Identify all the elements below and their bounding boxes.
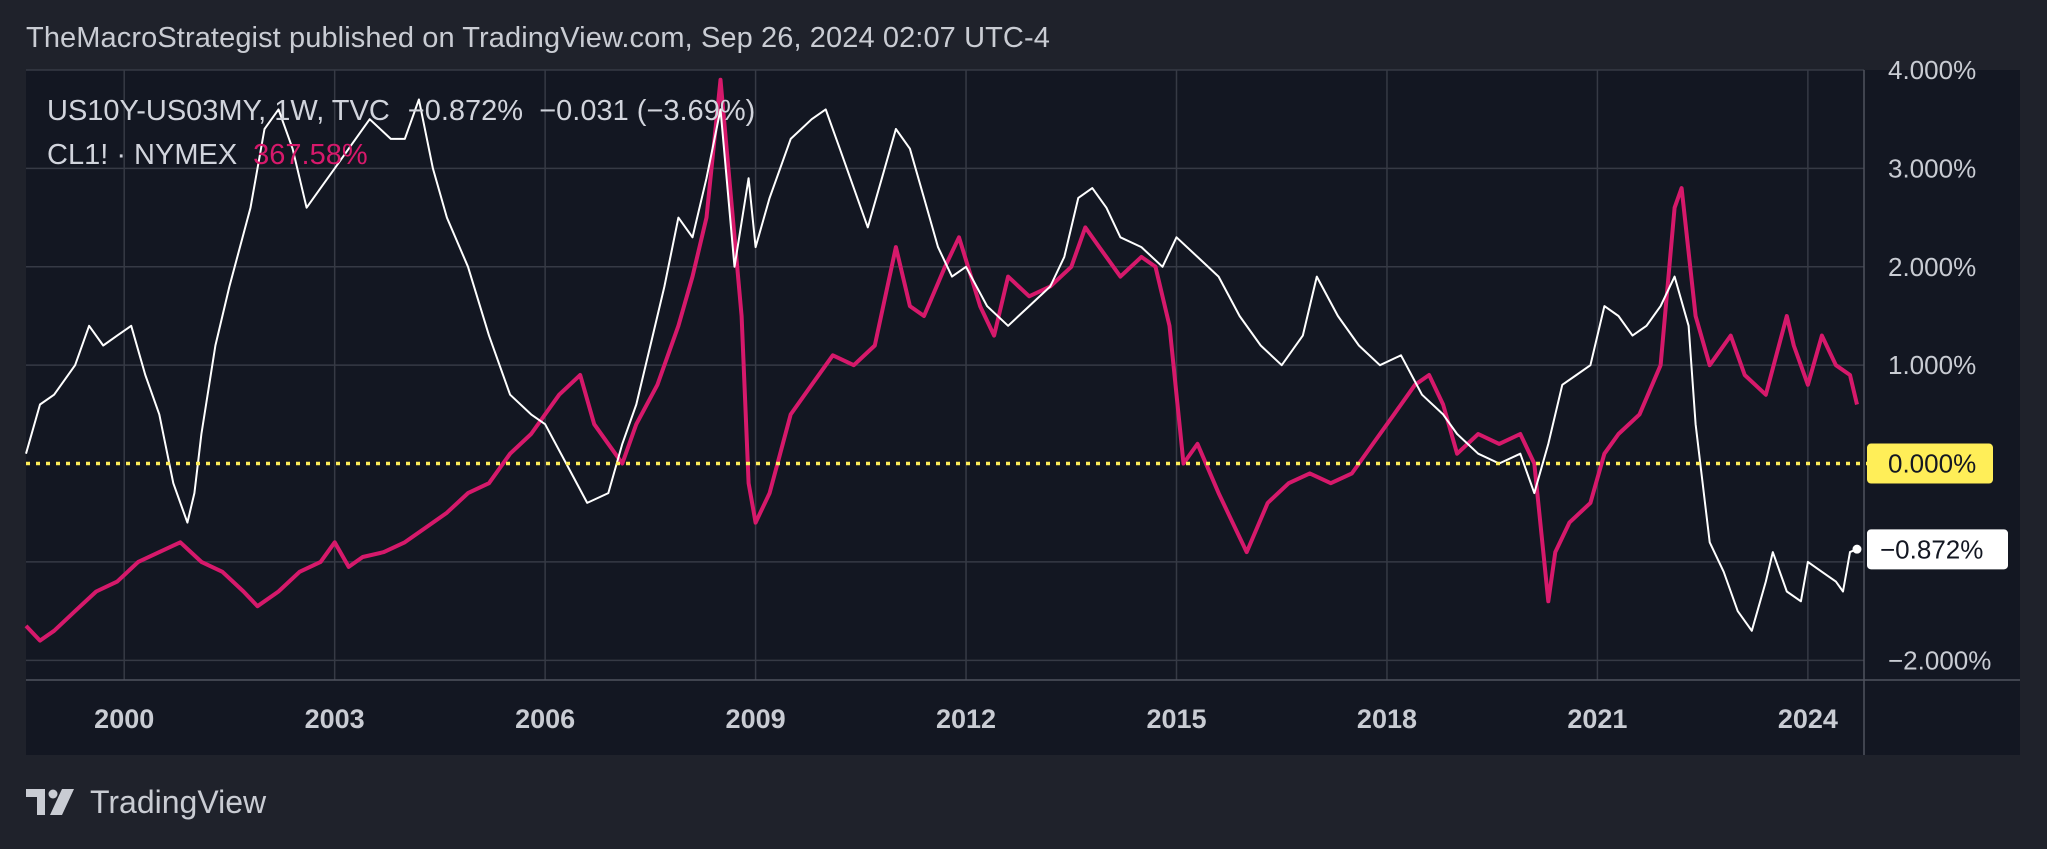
last-value-badge: [1867, 529, 2008, 570]
last-value-label: −0.872%: [1880, 534, 1983, 564]
legend-series-2-value: 367.58%: [253, 139, 368, 171]
axes: 4.000% 3.000% 2.000% 1.000% −2.000% 0.000% −0.…: [26, 55, 2020, 755]
chart-frame: [26, 70, 2020, 755]
x-tick-label: 2009: [726, 704, 786, 734]
y-tick-label: 2.000%: [1888, 252, 1976, 282]
legend-series-1-label: US10Y-US03MY, 1W, TVC: [47, 95, 390, 127]
x-tick-label: 2003: [305, 704, 365, 734]
x-tick-label: 2018: [1357, 704, 1417, 734]
y-tick-label: 4.000%: [1888, 55, 1976, 85]
legend-series-2: CL1! · NYMEX 367.58%: [47, 139, 368, 172]
tradingview-logo-icon: [26, 789, 74, 815]
x-tick-label: 2021: [1567, 704, 1627, 734]
legend-series-2-label: CL1! · NYMEX: [47, 139, 238, 171]
y-tick-label: 3.000%: [1888, 153, 1976, 183]
last-point-marker: [1852, 544, 1862, 554]
zero-value-badge: [1867, 443, 1993, 484]
x-tick-label: 2024: [1778, 704, 1838, 734]
publisher-header: TheMacroStrategist published on TradingV…: [26, 22, 1050, 54]
legend-series-1: US10Y-US03MY, 1W, TVC −0.872% −0.031 (−3.…: [47, 95, 755, 128]
legend-series-1-value: −0.872%: [407, 95, 524, 127]
y-tick-label: 1.000%: [1888, 350, 1976, 380]
x-tick-label: 2000: [94, 704, 154, 734]
series-lines: [24, 77, 1884, 643]
y-tick-label: −2.000%: [1888, 645, 1991, 675]
x-tick-label: 2015: [1146, 704, 1206, 734]
footer: TradingView: [26, 782, 266, 822]
x-tick-label: 2012: [936, 704, 996, 734]
legend-series-1-change: −0.031 (−3.69%): [539, 95, 756, 127]
series-line-spread: [25, 98, 1858, 632]
x-tick-label: 2006: [515, 704, 575, 734]
zero-value-label: 0.000%: [1888, 449, 1976, 479]
footer-brand: TradingView: [90, 783, 267, 820]
